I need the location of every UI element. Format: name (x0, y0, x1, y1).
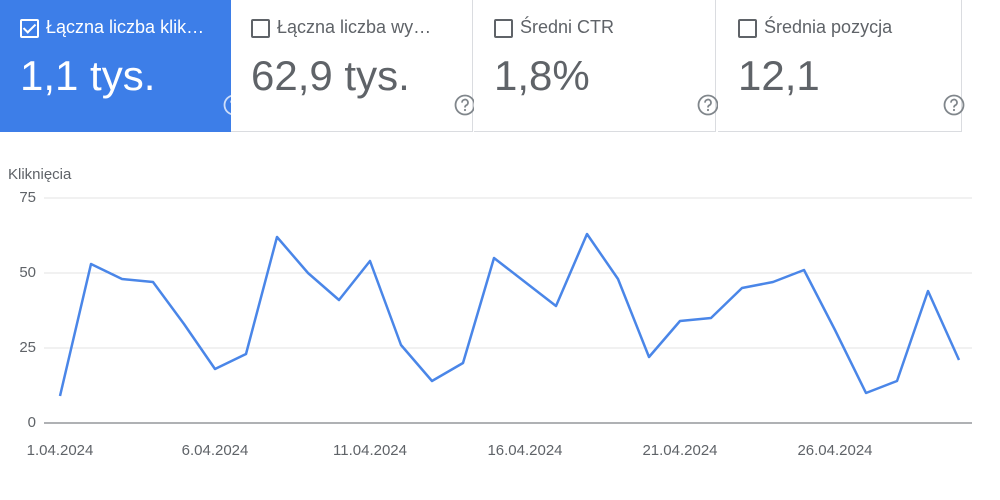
y-tick-label: 25 (19, 339, 36, 356)
x-tick-label: 21.04.2024 (642, 442, 717, 459)
y-tick-label: 75 (19, 189, 36, 206)
metric-label: Łączna liczba wy… (277, 17, 432, 37)
metric-value: 1,1 tys. (20, 52, 156, 99)
metric-label: Średnia pozycja (764, 17, 893, 37)
metric-label: Średni CTR (520, 17, 615, 37)
checkbox[interactable] (20, 19, 39, 38)
x-tick-label: 26.04.2024 (797, 442, 872, 459)
metric-label: Łączna liczba klik… (46, 17, 205, 37)
metric-value: 1,8% (494, 52, 590, 99)
y-axis-label: Kliknięcia (8, 166, 72, 183)
y-tick-label: 0 (28, 414, 36, 431)
checkbox[interactable] (738, 19, 757, 38)
metric-card[interactable]: Średni CTR 1,8% (474, 0, 719, 132)
metric-card[interactable]: Średnia pozycja 12,1 (718, 0, 965, 132)
x-tick-label: 11.04.2024 (333, 442, 407, 459)
checkbox[interactable] (494, 19, 513, 38)
x-tick-label: 16.04.2024 (487, 442, 562, 459)
metric-value: 62,9 tys. (251, 52, 410, 99)
help-glyph (454, 94, 476, 116)
x-tick-label: 6.04.2024 (182, 442, 249, 459)
metric-value: 12,1 (738, 52, 820, 99)
metric-card[interactable]: Łączna liczba klik… 1,1 tys. (0, 0, 245, 132)
help-glyph (697, 94, 719, 116)
help-glyph (943, 94, 965, 116)
x-tick-label: 1.04.2024 (27, 442, 94, 459)
line (58, 232, 961, 397)
metric-card[interactable]: Łączna liczba wy… 62,9 tys. (231, 0, 476, 132)
y-tick-label: 50 (19, 264, 36, 281)
checkbox[interactable] (251, 19, 270, 38)
